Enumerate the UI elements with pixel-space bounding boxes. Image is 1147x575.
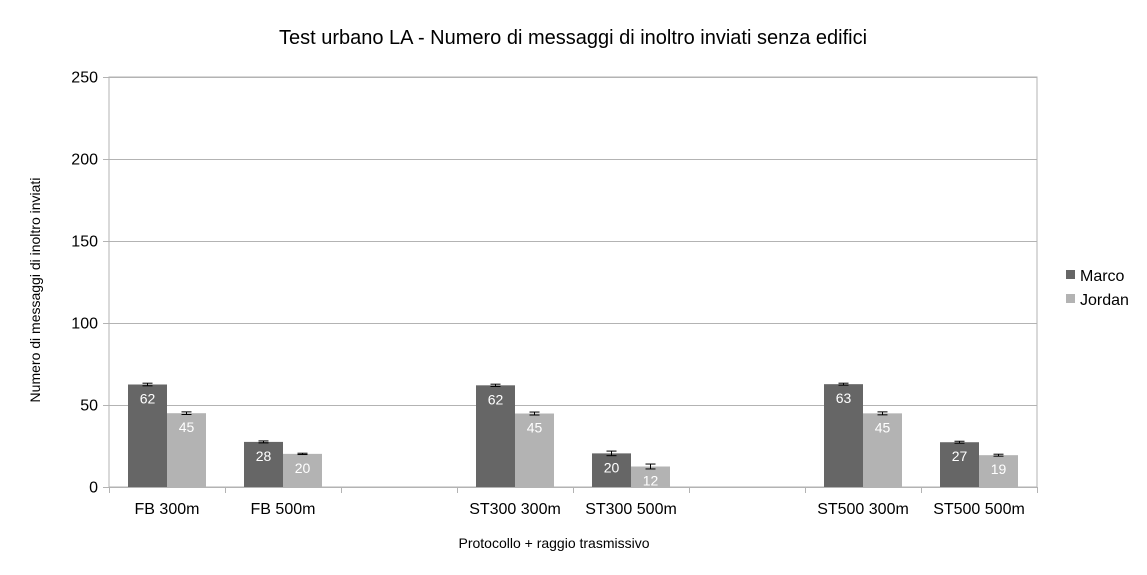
x-tick-label: ST300 300m xyxy=(469,501,561,518)
x-axis-ticks: FB 300m FB 500m ST300 300m ST300 500m ST500 … xyxy=(135,501,1025,518)
bar xyxy=(128,384,167,487)
data-label: 12 xyxy=(643,473,659,489)
legend: Marco Jordan xyxy=(1066,268,1129,309)
bar xyxy=(515,413,554,487)
bar xyxy=(167,413,206,487)
gridlines xyxy=(103,76,1038,493)
data-label: 27 xyxy=(952,448,968,464)
bar xyxy=(824,384,863,487)
y-axis-ticks: 0 50 100 150 200 250 xyxy=(71,70,98,497)
bar xyxy=(592,453,631,487)
error-bars xyxy=(142,382,1004,470)
data-label: 63 xyxy=(836,390,852,406)
y-tick-label: 150 xyxy=(71,234,98,251)
data-label: 19 xyxy=(991,461,1007,477)
bar xyxy=(244,441,283,487)
bars xyxy=(128,384,1018,487)
y-tick-label: 0 xyxy=(89,480,98,497)
bar xyxy=(979,455,1018,487)
bar xyxy=(940,442,979,487)
bar xyxy=(863,413,902,487)
data-label: 45 xyxy=(527,420,543,436)
data-labels: 62 28 62 20 63 27 45 20 45 12 45 19 xyxy=(140,390,1007,488)
bar xyxy=(476,385,515,487)
legend-label: Marco xyxy=(1080,268,1125,285)
y-tick-label: 100 xyxy=(71,316,98,333)
chart-title: Test urbano LA - Numero di messaggi di i… xyxy=(279,27,867,49)
legend-label: Jordan xyxy=(1080,292,1129,309)
y-tick-label: 200 xyxy=(71,152,98,169)
data-label: 45 xyxy=(179,419,195,435)
bar xyxy=(283,453,322,487)
x-tick-label: ST300 500m xyxy=(585,501,677,518)
data-label: 20 xyxy=(604,459,620,475)
x-tick-label: ST500 500m xyxy=(933,501,1025,518)
y-tick-label: 250 xyxy=(71,70,98,87)
data-label: 45 xyxy=(875,419,891,435)
y-axis-title: Numero di messaggi di inoltro inviati xyxy=(27,178,43,403)
x-tick-label: ST500 300m xyxy=(817,501,909,518)
x-tick-label: FB 500m xyxy=(251,501,316,518)
data-label: 62 xyxy=(140,391,156,407)
data-label: 28 xyxy=(256,448,272,464)
x-tick-label: FB 300m xyxy=(135,501,200,518)
x-axis-title: Protocollo + raggio trasmissivo xyxy=(458,535,649,551)
data-label: 20 xyxy=(295,460,311,476)
legend-swatch xyxy=(1066,270,1075,279)
bar xyxy=(631,466,670,487)
data-label: 62 xyxy=(488,391,504,407)
legend-swatch xyxy=(1066,294,1075,303)
y-tick-label: 50 xyxy=(80,398,98,415)
